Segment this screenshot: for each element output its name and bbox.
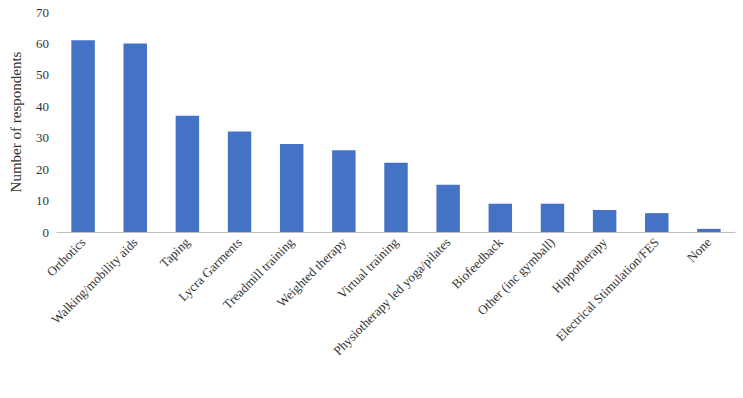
svg-text:30: 30 bbox=[36, 130, 49, 145]
svg-text:Taping: Taping bbox=[157, 234, 193, 270]
svg-text:10: 10 bbox=[36, 193, 49, 208]
svg-text:Number of respondents: Number of respondents bbox=[8, 51, 24, 192]
svg-text:70: 70 bbox=[36, 5, 49, 20]
svg-text:Orthotics: Orthotics bbox=[44, 235, 89, 280]
svg-text:60: 60 bbox=[36, 36, 49, 51]
svg-text:Other (inc gymball): Other (inc gymball) bbox=[474, 235, 558, 319]
svg-text:40: 40 bbox=[36, 99, 49, 114]
svg-text:50: 50 bbox=[36, 67, 49, 82]
svg-text:0: 0 bbox=[43, 225, 50, 240]
svg-text:20: 20 bbox=[36, 162, 49, 177]
svg-text:Lycra Garments: Lycra Garments bbox=[175, 234, 245, 305]
svg-text:Hippotherapy: Hippotherapy bbox=[548, 234, 610, 296]
svg-text:Physiotherapy led yoga/pilates: Physiotherapy led yoga/pilates bbox=[330, 235, 453, 358]
svg-text:None: None bbox=[684, 235, 715, 266]
svg-text:Weighted therapy: Weighted therapy bbox=[274, 234, 350, 310]
svg-text:Walking/mobility aids: Walking/mobility aids bbox=[48, 235, 140, 327]
svg-text:Electrical Stimulation/FES: Electrical Stimulation/FES bbox=[553, 235, 662, 344]
svg-text:Treadmill training: Treadmill training bbox=[219, 234, 297, 312]
svg-text:Biofeedback: Biofeedback bbox=[448, 234, 506, 292]
svg-text:Virtual training: Virtual training bbox=[334, 234, 402, 302]
